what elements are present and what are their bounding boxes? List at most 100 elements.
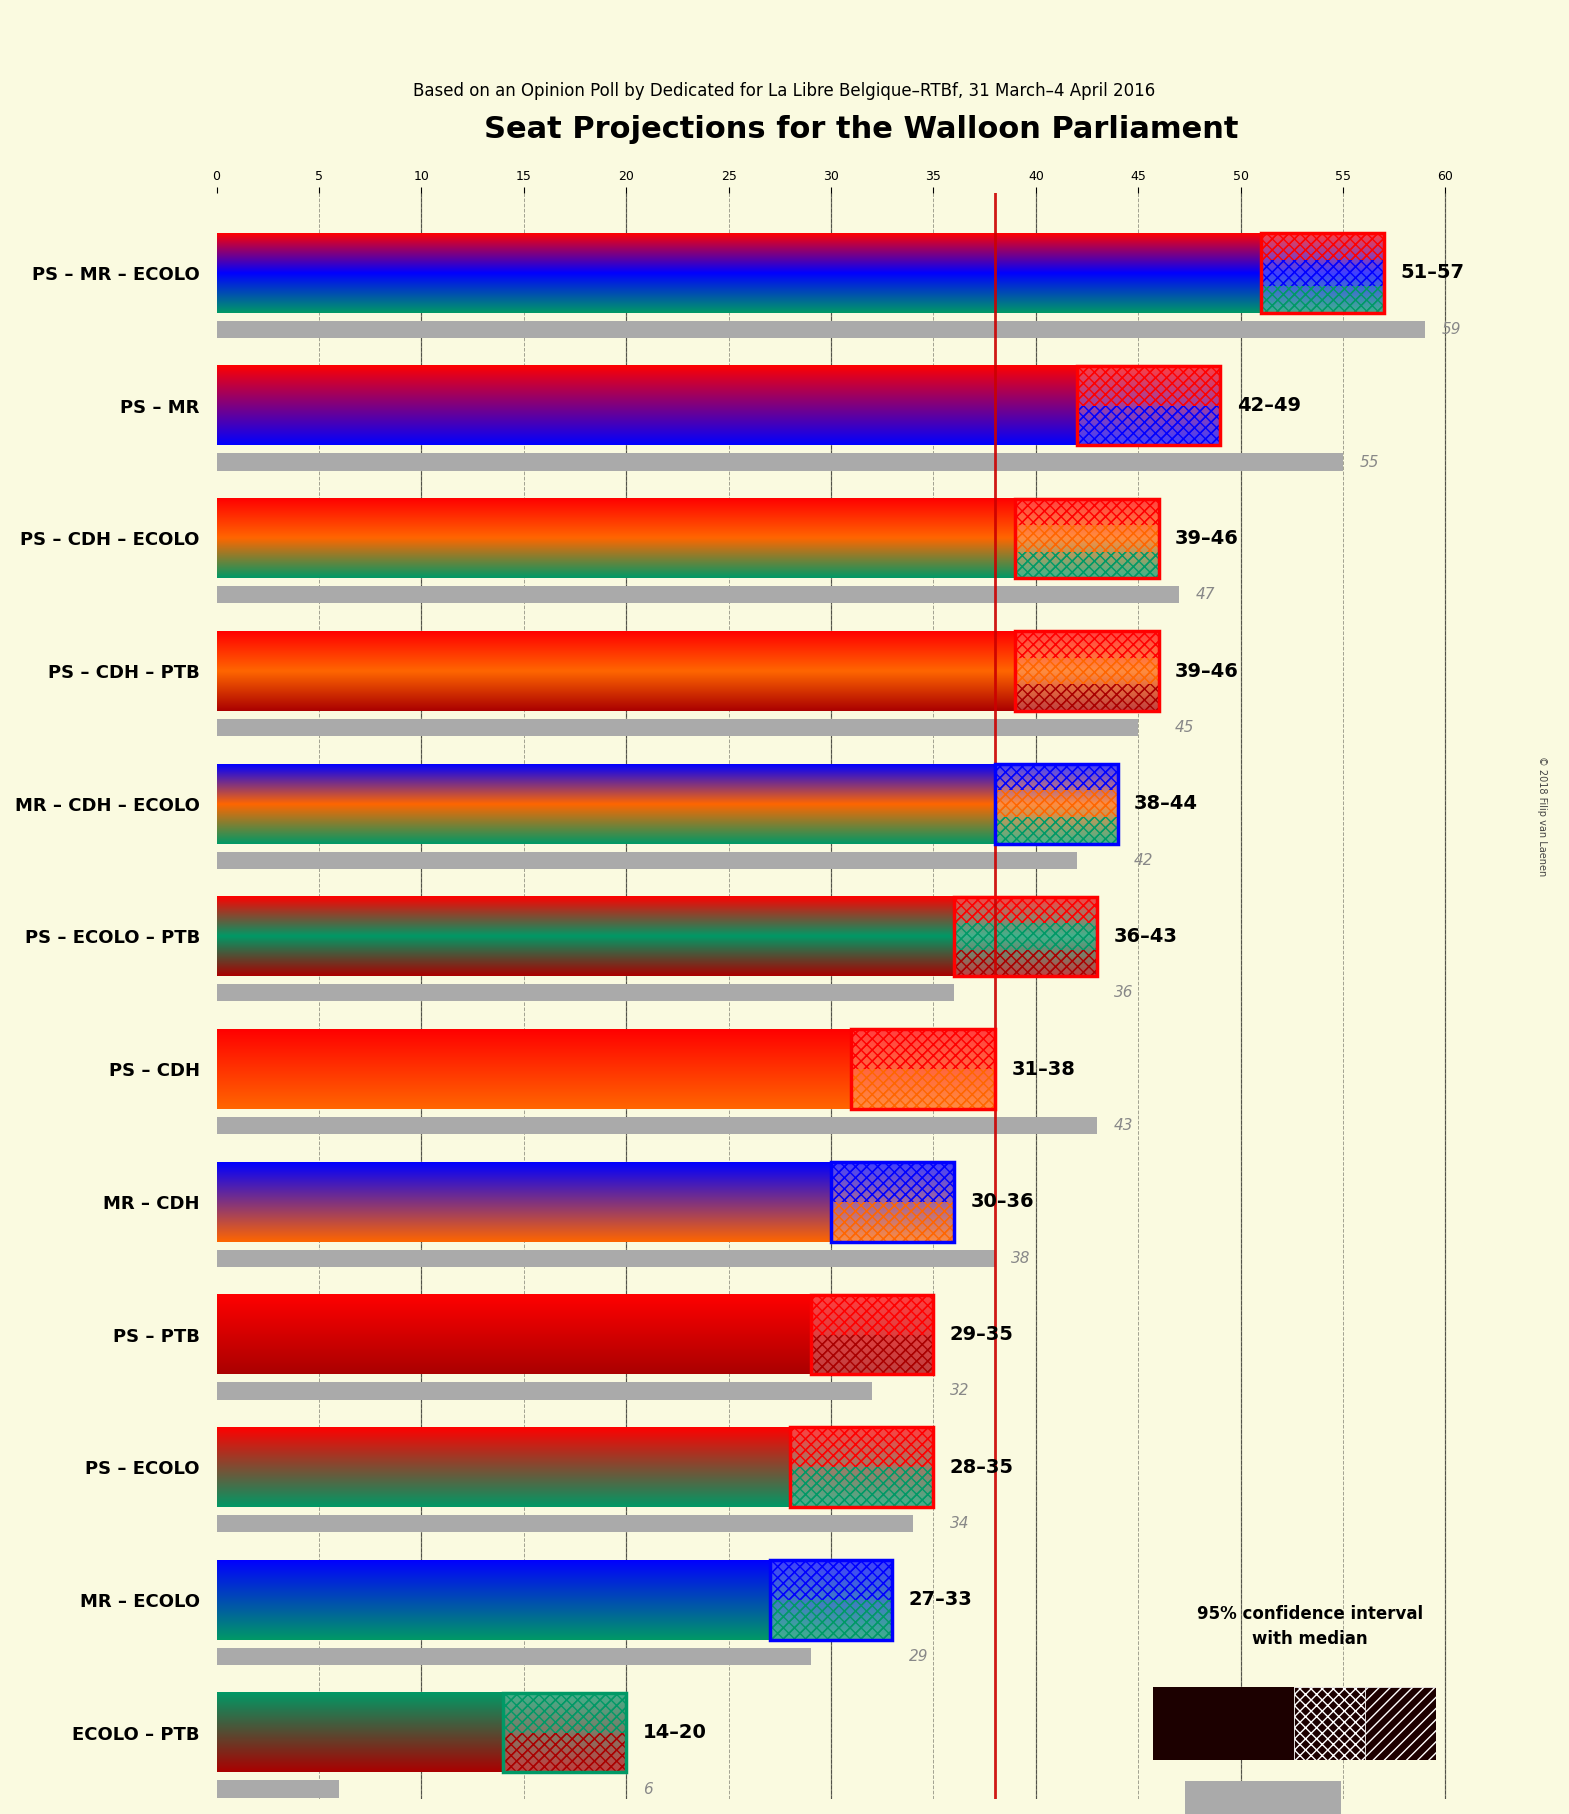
Bar <box>217 718 1138 736</box>
Bar <box>769 1600 893 1640</box>
Bar <box>1261 234 1384 259</box>
Bar <box>811 1295 934 1375</box>
Bar <box>995 816 1117 844</box>
Bar <box>217 1780 339 1798</box>
Bar <box>954 923 1097 951</box>
Bar <box>217 1250 995 1266</box>
Bar <box>811 1335 934 1375</box>
Bar <box>1261 234 1384 259</box>
Bar <box>791 1468 934 1507</box>
Bar <box>504 1692 626 1732</box>
Bar <box>954 896 1097 923</box>
Bar <box>1076 366 1221 446</box>
Bar <box>217 1117 1097 1134</box>
Bar <box>1261 287 1384 312</box>
Bar <box>217 1382 872 1400</box>
Bar <box>791 1428 934 1468</box>
Bar <box>1261 287 1384 312</box>
Text: 28–35: 28–35 <box>949 1458 1014 1477</box>
Bar <box>852 1029 995 1108</box>
Bar <box>1076 366 1221 446</box>
Bar <box>811 1295 934 1335</box>
Bar <box>995 764 1117 791</box>
Text: 43: 43 <box>1114 1117 1133 1134</box>
Bar <box>1076 406 1221 446</box>
Text: 31–38: 31–38 <box>1012 1059 1075 1079</box>
Bar <box>1015 631 1159 658</box>
Bar <box>1015 524 1159 551</box>
Bar <box>1365 1687 1436 1760</box>
Bar <box>1153 1687 1294 1760</box>
Bar <box>769 1560 893 1600</box>
Bar <box>217 586 1180 604</box>
Bar <box>954 923 1097 951</box>
Bar <box>1015 551 1159 579</box>
Text: 95% confidence interval
with median: 95% confidence interval with median <box>1197 1605 1423 1649</box>
Bar <box>1261 259 1384 287</box>
Title: Seat Projections for the Walloon Parliament: Seat Projections for the Walloon Parliam… <box>485 114 1240 143</box>
Bar <box>1015 684 1159 711</box>
Bar <box>954 951 1097 976</box>
Bar <box>832 1163 954 1203</box>
Text: 45: 45 <box>1175 720 1194 735</box>
Bar <box>217 454 1343 470</box>
Text: 42–49: 42–49 <box>1236 395 1301 415</box>
Bar <box>995 791 1117 816</box>
Bar <box>504 1732 626 1772</box>
Text: 51–57: 51–57 <box>1401 263 1464 283</box>
Text: 38–44: 38–44 <box>1134 795 1199 813</box>
Bar <box>852 1068 995 1108</box>
Bar <box>504 1692 626 1732</box>
Bar <box>995 764 1117 844</box>
Bar <box>995 791 1117 816</box>
Bar <box>504 1692 626 1772</box>
Bar <box>1015 499 1159 579</box>
Bar <box>852 1029 995 1108</box>
Bar <box>832 1203 954 1241</box>
Text: 42: 42 <box>1134 853 1153 867</box>
Bar <box>954 951 1097 976</box>
Text: 29–35: 29–35 <box>949 1324 1014 1344</box>
Bar <box>1015 524 1159 551</box>
Bar <box>832 1163 954 1241</box>
Bar <box>791 1468 934 1507</box>
Text: 34: 34 <box>949 1517 970 1531</box>
Bar <box>954 896 1097 976</box>
Bar <box>1294 1687 1365 1760</box>
Text: 39–46: 39–46 <box>1175 530 1240 548</box>
Text: 39–46: 39–46 <box>1175 662 1240 680</box>
Bar <box>832 1163 954 1203</box>
Bar <box>1261 259 1384 287</box>
Text: 6: 6 <box>643 1781 653 1796</box>
Bar <box>852 1068 995 1108</box>
Text: 59: 59 <box>1442 321 1461 337</box>
Bar <box>217 1515 913 1533</box>
Bar <box>217 1647 811 1665</box>
Text: © 2018 Filip van Laenen: © 2018 Filip van Laenen <box>1538 756 1547 876</box>
Bar <box>995 816 1117 844</box>
Bar <box>852 1029 995 1068</box>
Bar <box>769 1600 893 1640</box>
Bar <box>1076 406 1221 446</box>
Bar <box>1076 366 1221 406</box>
Text: 27–33: 27–33 <box>908 1591 973 1609</box>
Bar <box>1015 658 1159 684</box>
Bar <box>1261 234 1384 312</box>
Text: 14–20: 14–20 <box>643 1723 706 1741</box>
Bar <box>995 764 1117 844</box>
Text: 30–36: 30–36 <box>970 1192 1034 1212</box>
Bar <box>1015 551 1159 579</box>
Bar <box>217 851 1076 869</box>
Bar <box>791 1428 934 1507</box>
Text: 36–43: 36–43 <box>1114 927 1178 945</box>
Bar <box>954 896 1097 976</box>
Bar <box>832 1203 954 1241</box>
Text: 29: 29 <box>908 1649 929 1663</box>
Text: 36: 36 <box>1114 985 1133 1000</box>
Bar <box>811 1295 934 1375</box>
Bar <box>1015 499 1159 524</box>
Bar <box>504 1732 626 1772</box>
Bar <box>1015 631 1159 658</box>
Bar <box>1015 631 1159 711</box>
Bar <box>217 321 1425 337</box>
